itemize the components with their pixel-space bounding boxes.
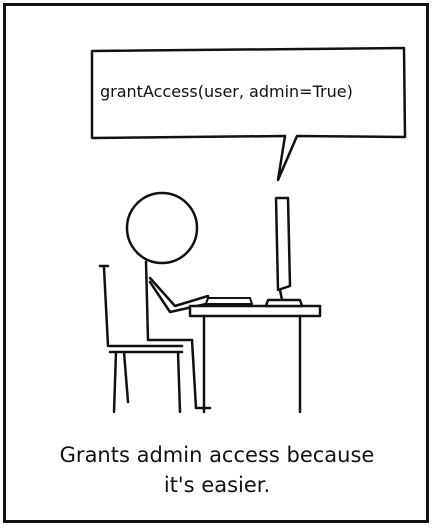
stick-figure-head xyxy=(125,191,199,265)
caption-line-2: it's easier. xyxy=(163,473,271,497)
keyboard xyxy=(205,297,253,305)
caption: Grants admin access because it's easier. xyxy=(0,440,434,500)
monitor xyxy=(264,196,304,308)
speech-bubble-text: grantAccess(user, admin=True) xyxy=(100,82,353,101)
desk xyxy=(188,304,322,414)
chair xyxy=(98,264,184,414)
caption-line-1: Grants admin access because xyxy=(59,443,375,467)
speech-bubble xyxy=(90,46,407,182)
stick-figure xyxy=(144,260,212,410)
